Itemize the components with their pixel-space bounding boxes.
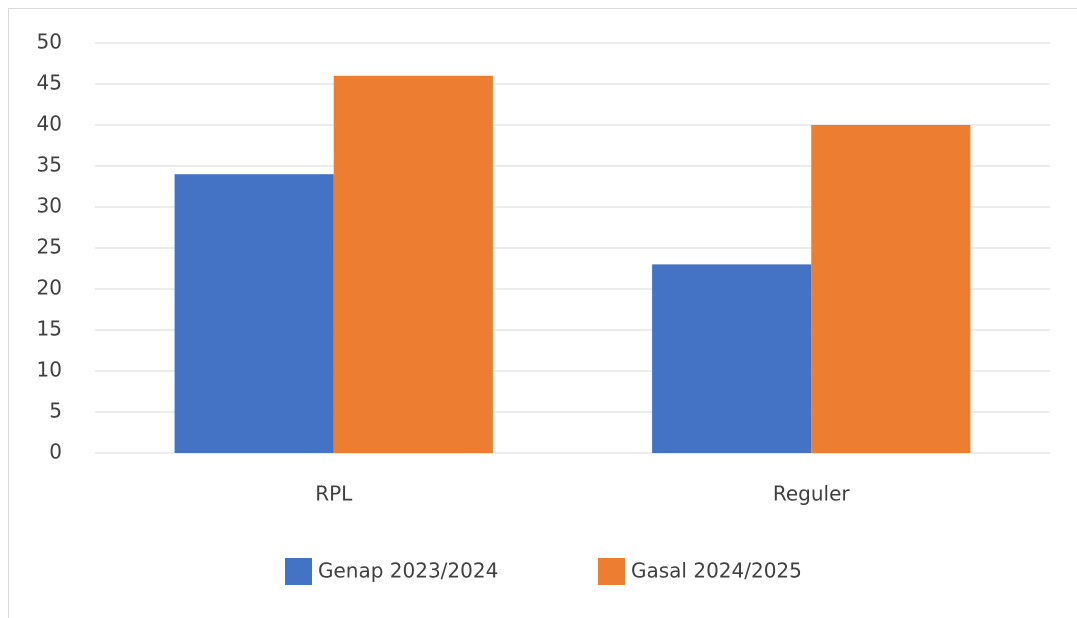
bar xyxy=(811,125,971,453)
bar xyxy=(174,174,334,453)
y-tick-label: 30 xyxy=(37,194,62,218)
y-tick-label: 50 xyxy=(37,30,62,54)
y-tick-label: 45 xyxy=(37,71,62,95)
y-tick-label: 40 xyxy=(37,112,62,136)
legend-label: Genap 2023/2024 xyxy=(318,559,498,583)
y-tick-label: 20 xyxy=(37,276,62,300)
y-tick-label: 15 xyxy=(37,317,62,341)
x-tick-label: Reguler xyxy=(773,482,851,506)
chart-frame xyxy=(8,8,1077,618)
y-tick-label: 5 xyxy=(49,399,62,423)
legend-label: Gasal 2024/2025 xyxy=(631,559,802,583)
y-tick-label: 35 xyxy=(37,153,62,177)
legend-swatch xyxy=(285,558,312,585)
legend-swatch xyxy=(598,558,625,585)
x-tick-label: RPL xyxy=(315,482,353,506)
y-tick-label: 10 xyxy=(37,358,62,382)
bar xyxy=(652,264,812,453)
y-tick-label: 25 xyxy=(37,235,62,259)
y-tick-label: 0 xyxy=(49,440,62,464)
bar xyxy=(333,75,493,454)
